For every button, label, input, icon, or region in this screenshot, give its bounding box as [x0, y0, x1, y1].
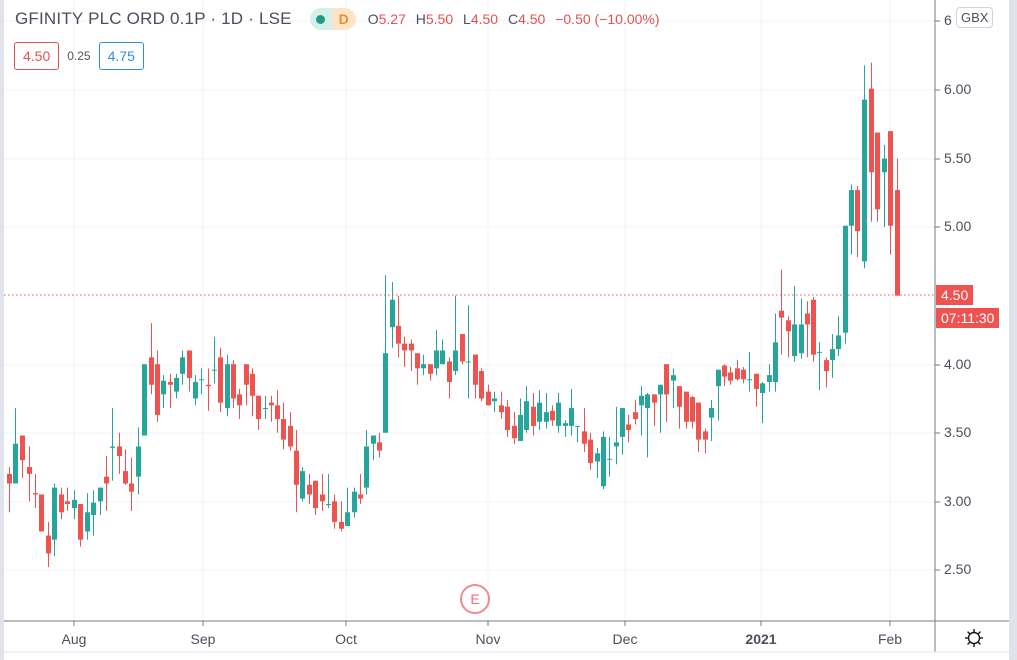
- symbol-title[interactable]: GFINITY PLC ORD 0.1P · 1D · LSE: [15, 9, 292, 28]
- left-border: [0, 0, 4, 660]
- time-axis-ticks: [73, 621, 891, 626]
- bar-countdown-tag: 07:11:30: [936, 308, 1000, 328]
- bid-ask-quotes: 4.50 0.25 4.75: [14, 42, 144, 70]
- price-tick-label: 5.00: [944, 218, 972, 234]
- ohlc-values: O5.27 H5.50 L4.50 C4.50 −0.50 (−10.00%): [367, 11, 660, 27]
- data-delayed-badge: D: [331, 8, 356, 30]
- price-tick-label: 5.50: [944, 150, 972, 166]
- close-value: 4.50: [518, 11, 546, 27]
- time-tick-label: 2021: [745, 631, 777, 647]
- market-status-pill[interactable]: D: [309, 8, 356, 30]
- buy-ask-button[interactable]: 4.75: [98, 42, 144, 70]
- price-axis-ticks: [935, 20, 940, 571]
- market-open-dot-icon: [316, 14, 326, 24]
- grid-lines: [4, 0, 935, 621]
- open-value: 5.27: [378, 11, 406, 27]
- price-tick-label: 2.50: [944, 561, 972, 577]
- right-border: [1009, 0, 1017, 660]
- time-tick-label: Feb: [877, 631, 903, 647]
- candlestick-series: [7, 62, 900, 568]
- price-tick-label: 4.00: [944, 356, 972, 372]
- time-tick-label: Sep: [190, 631, 216, 647]
- change-value: −0.50 (−10.00%): [555, 11, 660, 27]
- settings-gear-icon[interactable]: [963, 627, 985, 649]
- price-tick-label: 6: [944, 12, 952, 28]
- high-value: 5.50: [425, 11, 454, 27]
- sell-bid-button[interactable]: 4.50: [14, 42, 60, 70]
- chart-legend: GFINITY PLC ORD 0.1P · 1D · LSE D O5.27 …: [15, 8, 660, 30]
- time-tick-label: Nov: [475, 631, 501, 647]
- last-price-tag: 4.50: [936, 285, 974, 305]
- spread-value: 0.25: [67, 49, 91, 63]
- price-tick-label: 3.50: [944, 424, 972, 440]
- low-value: 4.50: [470, 11, 499, 27]
- currency-badge[interactable]: GBX: [956, 7, 994, 28]
- time-tick-label: Dec: [612, 631, 638, 647]
- time-tick-label: Aug: [61, 631, 87, 647]
- price-tick-label: 6.00: [944, 81, 972, 97]
- time-tick-label: Oct: [335, 631, 357, 647]
- price-tick-label: 3.00: [944, 493, 972, 509]
- earnings-marker[interactable]: E: [460, 584, 490, 614]
